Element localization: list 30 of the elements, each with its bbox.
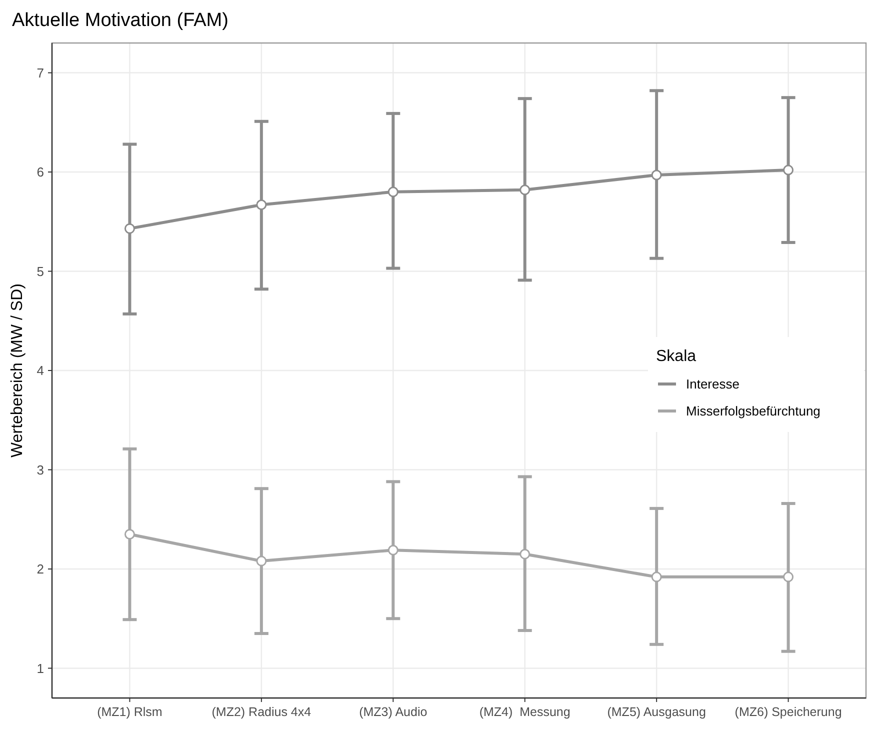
point — [651, 170, 662, 180]
y-tick-label: 1 — [36, 660, 44, 676]
chart-title: Aktuelle Motivation (FAM) — [12, 10, 228, 31]
legend-label: Interesse — [686, 376, 740, 392]
point — [256, 200, 267, 210]
x-tick-label: (MZ4) Messung — [479, 705, 570, 719]
point — [124, 223, 135, 234]
x-tick-label: (MZ5) Ausgasung — [607, 705, 706, 719]
x-tick-label: (MZ1) Rlsm — [97, 705, 162, 719]
y-tick-label: 3 — [36, 462, 44, 478]
point — [783, 572, 794, 582]
point — [783, 164, 794, 176]
y-tick-label: 5 — [36, 264, 44, 279]
point — [388, 186, 398, 198]
x-tick-label: (MZ6) Speicherung — [734, 705, 842, 719]
y-tick-label: 4 — [36, 363, 44, 378]
x-tick-label: (MZ2) Radius 4x4 — [212, 705, 312, 719]
y-tick-label: 6 — [36, 164, 44, 180]
x-tick-label: (MZ3) Audio — [359, 705, 428, 719]
point — [124, 529, 135, 540]
point — [388, 544, 398, 556]
legend-title: Skala — [656, 348, 696, 365]
y-tick-label: 7 — [36, 65, 44, 80]
legend-label: Misserfolgsbefürchtung — [686, 404, 820, 419]
point — [651, 572, 662, 582]
point — [256, 556, 267, 566]
y-tick-label: 2 — [36, 562, 44, 577]
point — [520, 548, 530, 560]
point — [520, 184, 530, 196]
y-axis-title: Wertebereich (MW / SD) — [9, 284, 26, 458]
